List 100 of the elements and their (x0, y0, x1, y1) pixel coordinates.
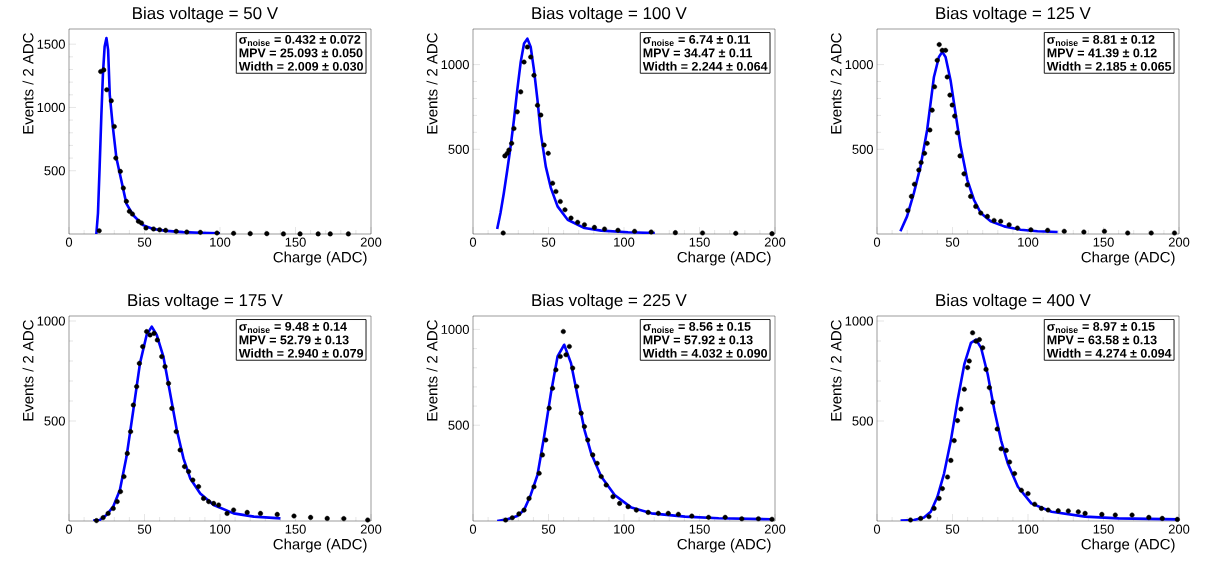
x-tick-label: 150 (285, 237, 306, 247)
chart-title: Bias voltage = 125 V (936, 6, 1091, 23)
point (949, 102, 955, 108)
point (521, 507, 527, 513)
point (1045, 227, 1051, 233)
point (1171, 230, 1177, 236)
y-axis-title: Events / 2 ADC (426, 320, 438, 421)
point (968, 193, 974, 199)
point (633, 507, 639, 513)
y-axis-title: Events / 2 ADC (830, 33, 842, 134)
x-tick-label: 100 (614, 524, 635, 534)
point (927, 127, 933, 133)
point (722, 514, 728, 520)
y-tick-label: 1000 (37, 316, 65, 326)
point (655, 510, 661, 516)
y-tick-label: 500 (852, 144, 873, 154)
point (973, 203, 979, 209)
annotation: σ$_{noise}$ = 8.56 ± 0.15 (643, 322, 751, 333)
x-axis-title: Charge (ADC) (677, 538, 771, 553)
point (129, 211, 135, 217)
x-tick-label: 200 (360, 524, 382, 534)
x-axis-title: Charge (ADC) (273, 538, 367, 553)
point (196, 484, 202, 490)
point (936, 42, 942, 48)
x-tick-label: 150 (285, 524, 306, 534)
point (177, 447, 183, 453)
point (247, 231, 253, 237)
point (143, 225, 149, 231)
point (922, 150, 928, 156)
point (991, 217, 997, 223)
point (1101, 228, 1107, 234)
x-tick-label: 0 (873, 237, 881, 247)
y-tick-label: 500 (852, 416, 873, 426)
point (986, 385, 992, 391)
point (291, 513, 297, 519)
point (557, 198, 563, 204)
point (541, 142, 547, 148)
point (130, 402, 136, 408)
point (1065, 508, 1071, 514)
point (581, 424, 587, 430)
point (509, 140, 515, 146)
point (169, 405, 175, 411)
point (1014, 225, 1020, 231)
point (970, 330, 976, 336)
point (1032, 501, 1038, 507)
point (166, 380, 172, 386)
point (562, 207, 568, 213)
x-tick-label: 100 (1018, 524, 1039, 534)
point (96, 228, 102, 234)
point (706, 514, 712, 520)
point (675, 511, 681, 517)
point (536, 470, 542, 476)
point (615, 227, 621, 233)
point (932, 84, 938, 90)
x-tick-label: 50 (541, 237, 556, 247)
point (151, 330, 157, 336)
point (550, 180, 556, 186)
annotation: σ$_{noise}$ = 8.81 ± 0.12 (1047, 35, 1155, 46)
point (952, 113, 958, 119)
point (211, 500, 217, 506)
point (929, 107, 935, 113)
chart-title: Bias voltage = 100 V (532, 6, 687, 23)
point (1007, 459, 1013, 465)
y-tick-label: 500 (448, 144, 469, 154)
point (315, 231, 321, 237)
point (648, 229, 654, 235)
point (280, 231, 286, 237)
point (365, 517, 371, 523)
point (1045, 507, 1051, 513)
point (524, 44, 530, 50)
annotation: σ$_{noise}$ = 9.48 ± 0.14 (239, 322, 347, 333)
point (966, 358, 972, 364)
point (911, 181, 917, 187)
annotation: Width = 2.940 ± 0.079 (238, 348, 364, 358)
x-tick-label: 100 (210, 524, 231, 534)
point (1025, 491, 1031, 497)
point (184, 229, 190, 235)
x-axis-title: Charge (ADC) (677, 251, 771, 266)
x-tick-label: 200 (764, 237, 786, 247)
annotation: MPV = 25.093 ± 0.050 (239, 48, 363, 58)
point (538, 112, 544, 118)
point (924, 140, 930, 146)
point (327, 231, 333, 237)
x-tick-label: 50 (945, 237, 960, 247)
y-tick-label: 500 (448, 420, 469, 430)
annotation: Width = 2.244 ± 0.064 (642, 61, 768, 71)
point (308, 514, 314, 520)
point (1125, 230, 1131, 236)
point (140, 344, 146, 350)
point (943, 47, 949, 53)
point (557, 353, 563, 359)
point (1081, 229, 1087, 235)
x-tick-label: 0 (65, 237, 73, 247)
point (931, 505, 937, 511)
point (136, 360, 142, 366)
point (957, 153, 963, 159)
point (1075, 509, 1081, 515)
point (123, 198, 129, 204)
x-axis-title: Charge (ADC) (1081, 538, 1175, 553)
y-tick-label: 1000 (845, 59, 873, 70)
